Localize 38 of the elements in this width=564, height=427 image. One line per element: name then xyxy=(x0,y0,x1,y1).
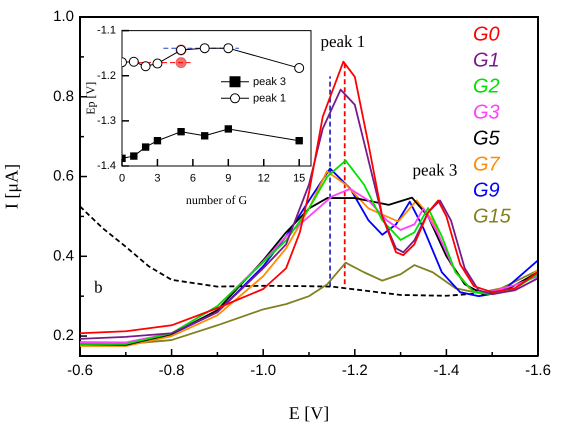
annotation: peak 1 xyxy=(320,32,366,51)
y-tick-label: 0.4 xyxy=(53,247,74,264)
text: G7 xyxy=(473,154,501,176)
y-tick-label: 0.2 xyxy=(53,327,74,344)
annotation: peak 3 xyxy=(412,160,458,180)
x-tick-label: -1.0 xyxy=(250,362,276,380)
y-tick-label: -1.3 xyxy=(97,114,116,127)
x-axis-title: E [V] xyxy=(288,402,330,423)
text: G15 xyxy=(473,206,512,228)
text: G0 xyxy=(473,24,500,46)
x-tick-label: -1.4 xyxy=(433,362,460,380)
x-tick-label: 12 xyxy=(258,172,270,185)
x-tick-label: -1.6 xyxy=(525,362,551,380)
legend-label: peak 1 xyxy=(253,92,286,104)
x-tick-label: 9 xyxy=(225,172,232,185)
legend-label: peak 3 xyxy=(253,76,286,88)
annotation: b xyxy=(94,278,103,297)
text: G2 xyxy=(473,76,500,98)
y-tick-label: -1.2 xyxy=(97,70,116,82)
x-tick-label: -1.2 xyxy=(342,362,368,380)
y-tick-label: -1.1 xyxy=(97,24,116,37)
text: G5 xyxy=(473,128,501,150)
text: G9 xyxy=(473,180,500,202)
x-tick-label: 0 xyxy=(118,172,126,185)
text: G3 xyxy=(473,102,500,124)
y-tick-label: 1.0 xyxy=(53,8,74,26)
x-tick-label: 15 xyxy=(293,172,306,185)
y-axis-title: Ep [V] xyxy=(83,82,98,115)
y-tick-label: -1.4 xyxy=(97,160,116,172)
x-tick-label: 6 xyxy=(190,172,196,185)
x-axis-title: number of G xyxy=(186,192,248,207)
y-axis-title: I [μA] xyxy=(2,164,22,210)
x-tick-label: -0.8 xyxy=(158,362,185,380)
y-tick-label: 0.6 xyxy=(53,168,74,185)
y-tick-label: 0.8 xyxy=(53,88,74,105)
x-tick-label: -0.6 xyxy=(67,362,93,380)
x-tick-label: 3 xyxy=(154,172,160,185)
text: G1 xyxy=(473,50,500,72)
